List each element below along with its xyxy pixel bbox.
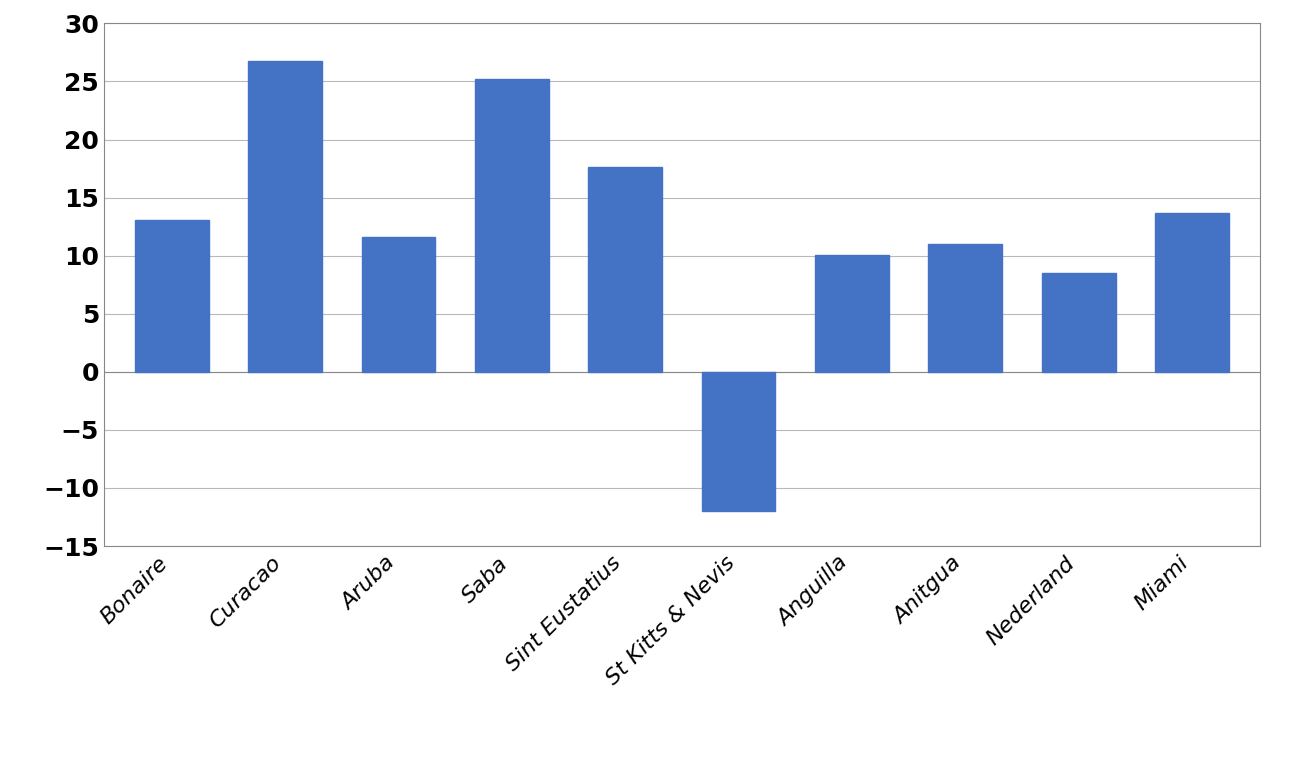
Bar [701, 372, 776, 511]
Bar [1042, 273, 1116, 372]
Bar [362, 237, 435, 372]
Bar [929, 244, 1002, 372]
Bar [588, 168, 662, 372]
Bar [475, 79, 548, 372]
Bar [1155, 213, 1229, 372]
Bar [135, 220, 209, 372]
Bar [816, 254, 889, 372]
Bar [248, 61, 322, 372]
